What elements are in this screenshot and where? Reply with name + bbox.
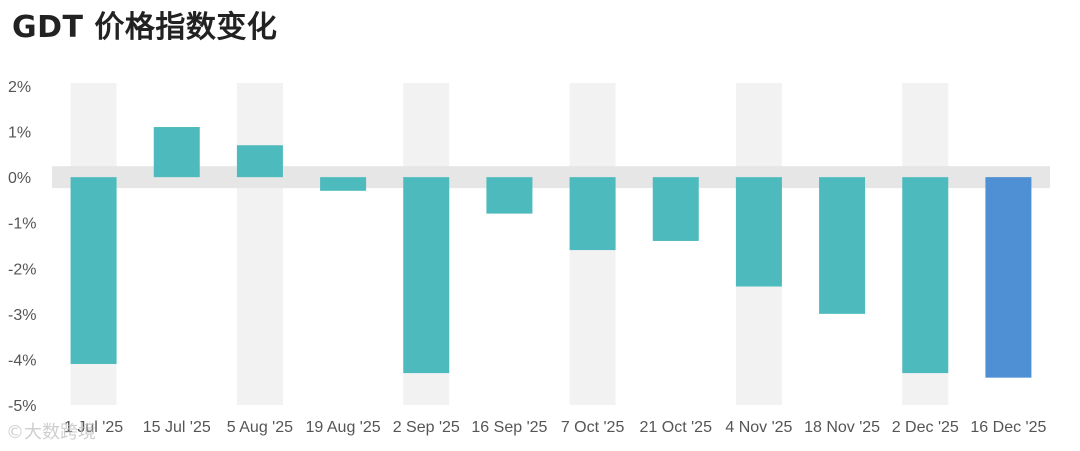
zero-line-band (52, 166, 1050, 189)
y-axis-ticks: 2% 1% 0% -1% -2% -3% -4% -5% (8, 79, 36, 415)
y-tick-label: -1% (8, 216, 36, 233)
y-tick-label: -2% (8, 261, 36, 278)
bars (70, 127, 1032, 378)
x-tick-label: 7 Oct '25 (561, 419, 625, 436)
column-bands (70, 83, 949, 405)
x-tick-label: 21 Oct '25 (640, 419, 713, 436)
y-tick-label: -5% (8, 398, 36, 415)
bar-15-jul-25[interactable] (153, 127, 200, 178)
bar-2-sep-25[interactable] (403, 177, 450, 374)
x-tick-label: 16 Dec '25 (970, 419, 1046, 436)
y-tick-label: -3% (8, 307, 36, 324)
bar-16-dec-25[interactable] (985, 177, 1032, 378)
x-tick-label: 1 Jul '25 (64, 419, 123, 436)
bar-19-aug-25[interactable] (320, 177, 367, 191)
bar-16-sep-25[interactable] (486, 177, 533, 214)
x-tick-label: 2 Dec '25 (892, 419, 959, 436)
x-tick-label: 15 Jul '25 (143, 419, 211, 436)
chart-title: GDT 价格指数变化 (12, 10, 278, 45)
bar-4-nov-25[interactable] (735, 177, 782, 287)
x-tick-label: 4 Nov '25 (725, 419, 792, 436)
bar-21-oct-25[interactable] (652, 177, 699, 241)
x-tick-label: 5 Aug '25 (227, 419, 293, 436)
x-tick-label: 16 Sep '25 (471, 419, 547, 436)
y-tick-label: 0% (8, 170, 31, 187)
watermark: ©大数跨境 (6, 422, 96, 443)
y-tick-label: 1% (8, 125, 31, 142)
bar-18-nov-25[interactable] (819, 177, 866, 314)
bar-2-dec-25[interactable] (902, 177, 949, 374)
x-tick-label: 2 Sep '25 (393, 419, 460, 436)
column-band (236, 83, 283, 405)
x-axis-ticks: 1 Jul '25 15 Jul '25 5 Aug '25 19 Aug '25 2 … (64, 419, 1046, 436)
bar-5-aug-25[interactable] (236, 145, 283, 178)
y-tick-label: 2% (8, 79, 31, 96)
zero-band (52, 166, 1050, 189)
y-tick-label: -4% (8, 352, 36, 369)
bar-1-jul-25[interactable] (70, 177, 117, 364)
bar-7-oct-25[interactable] (569, 177, 616, 251)
x-tick-label: 18 Nov '25 (804, 419, 880, 436)
x-tick-label: 19 Aug '25 (306, 419, 381, 436)
